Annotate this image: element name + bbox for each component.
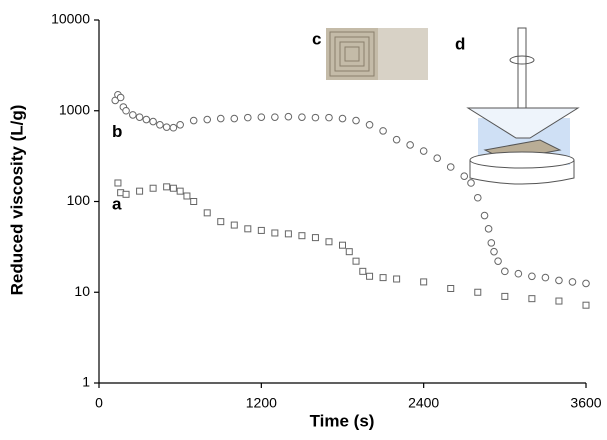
marker <box>501 267 509 276</box>
marker <box>149 117 157 126</box>
y-tick-label: 10000 <box>51 11 90 27</box>
marker <box>257 113 266 121</box>
marker <box>190 198 198 205</box>
marker <box>419 147 428 155</box>
marker <box>514 269 523 278</box>
marker <box>271 113 279 121</box>
marker <box>420 278 428 286</box>
series-label: b <box>112 122 122 141</box>
annotation: c <box>312 29 321 48</box>
y-axis-label: Reduced viscosity (L/g) <box>7 105 26 296</box>
marker <box>216 114 225 123</box>
marker <box>406 141 414 149</box>
inset-photo <box>326 28 428 80</box>
marker <box>189 116 198 125</box>
marker <box>501 292 509 300</box>
marker <box>203 209 211 217</box>
marker <box>473 193 482 202</box>
marker <box>487 239 496 247</box>
marker <box>162 123 171 131</box>
marker <box>176 121 184 129</box>
x-axis-label: Time (s) <box>310 411 375 430</box>
marker <box>345 248 353 256</box>
marker <box>467 179 475 187</box>
marker <box>339 241 346 249</box>
marker <box>447 284 455 292</box>
marker <box>352 116 360 125</box>
marker <box>379 274 387 282</box>
marker <box>490 247 498 256</box>
marker <box>284 230 292 238</box>
marker <box>230 114 239 123</box>
marker <box>217 218 225 226</box>
marker <box>582 279 590 288</box>
marker <box>271 229 279 237</box>
marker <box>365 121 374 129</box>
marker <box>325 238 333 246</box>
annotation: d <box>455 34 465 53</box>
marker <box>474 288 482 296</box>
marker <box>163 183 171 191</box>
marker <box>379 127 387 135</box>
inset-rheometer <box>466 27 580 185</box>
marker <box>135 113 144 121</box>
marker <box>484 225 493 233</box>
y-tick-label: 1 <box>82 374 90 390</box>
marker <box>142 115 151 124</box>
marker <box>116 93 125 102</box>
y-tick-label: 1000 <box>59 101 90 117</box>
marker <box>480 211 489 220</box>
marker <box>568 278 577 286</box>
marker <box>203 115 212 124</box>
x-tick-label: 1200 <box>246 395 277 411</box>
x-tick-label: 3600 <box>570 395 601 411</box>
marker <box>169 184 177 192</box>
marker <box>129 111 137 119</box>
marker <box>169 123 178 132</box>
marker <box>433 154 441 163</box>
y-tick-label: 100 <box>67 192 91 208</box>
marker <box>136 187 144 195</box>
marker <box>366 272 374 280</box>
marker <box>122 190 130 198</box>
x-tick-label: 0 <box>95 395 103 411</box>
marker <box>325 113 333 122</box>
marker <box>122 106 130 115</box>
x-tick-label: 2400 <box>408 395 439 411</box>
marker <box>244 113 252 122</box>
marker <box>582 301 590 309</box>
marker <box>311 234 319 242</box>
marker <box>298 232 306 240</box>
marker <box>393 275 401 283</box>
marker <box>392 135 401 144</box>
marker <box>244 225 252 233</box>
marker <box>311 113 320 122</box>
marker <box>257 226 265 234</box>
marker <box>555 276 563 285</box>
marker <box>541 273 550 282</box>
marker <box>230 221 238 229</box>
y-tick-label: 10 <box>74 283 90 299</box>
marker <box>298 113 306 121</box>
marker <box>359 267 367 275</box>
marker <box>494 257 502 265</box>
marker <box>555 297 563 305</box>
marker <box>338 114 347 123</box>
marker <box>528 272 536 281</box>
marker <box>156 121 164 129</box>
marker <box>446 163 455 171</box>
marker <box>149 184 157 192</box>
marker <box>352 257 360 265</box>
marker <box>114 179 122 187</box>
marker <box>528 295 536 303</box>
marker <box>460 172 469 181</box>
series-label: a <box>112 194 122 213</box>
marker <box>176 187 184 195</box>
marker <box>183 192 191 200</box>
marker <box>284 112 293 121</box>
